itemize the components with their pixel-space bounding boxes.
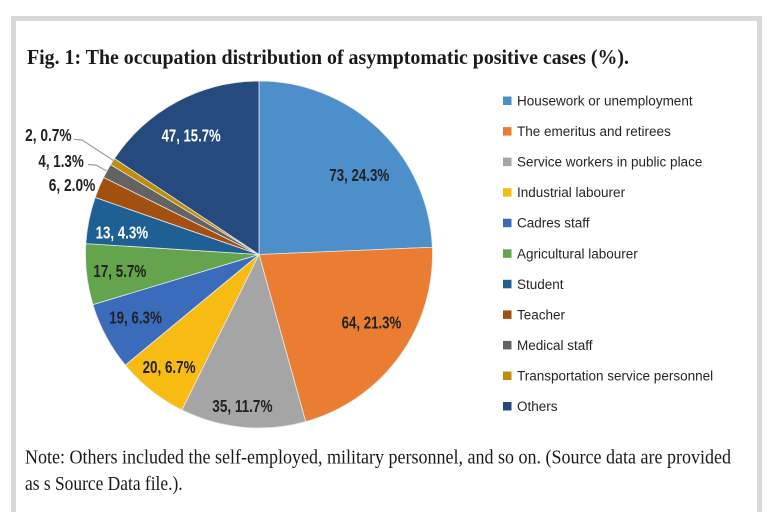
- svg-text:Medical staff: Medical staff: [517, 338, 593, 353]
- svg-text:Others: Others: [517, 399, 558, 414]
- svg-text:Fig. 1: The occupation distrib: Fig. 1: The occupation distribution of a…: [27, 45, 629, 69]
- svg-text:Note: Others included the self: Note: Others included the self-employed,…: [25, 447, 731, 469]
- svg-text:47, 15.7%: 47, 15.7%: [162, 126, 221, 146]
- svg-text:6, 2.0%: 6, 2.0%: [49, 175, 96, 195]
- svg-text:13, 4.3%: 13, 4.3%: [96, 223, 149, 243]
- svg-text:as s Source Data file.).: as s Source Data file.).: [25, 473, 183, 495]
- svg-text:64, 21.3%: 64, 21.3%: [342, 312, 402, 332]
- svg-text:35, 11.7%: 35, 11.7%: [212, 396, 273, 416]
- svg-text:Housework or unemployment: Housework or unemployment: [517, 94, 693, 109]
- svg-text:Industrial labourer: Industrial labourer: [517, 185, 626, 200]
- svg-text:73, 24.3%: 73, 24.3%: [329, 165, 389, 185]
- svg-text:Agricultural labourer: Agricultural labourer: [517, 246, 638, 261]
- svg-text:20, 6.7%: 20, 6.7%: [143, 357, 196, 377]
- svg-text:17, 5.7%: 17, 5.7%: [93, 261, 146, 281]
- svg-text:4, 1.3%: 4, 1.3%: [38, 151, 84, 171]
- svg-text:2, 0.7%: 2, 0.7%: [25, 125, 72, 145]
- svg-text:The emeritus and retirees: The emeritus and retirees: [517, 124, 671, 139]
- svg-text:Student: Student: [517, 277, 564, 292]
- svg-text:Teacher: Teacher: [517, 307, 566, 322]
- svg-text:Cadres staff: Cadres staff: [517, 216, 590, 231]
- svg-text:Service workers in public plac: Service workers in public place: [517, 155, 702, 170]
- svg-text:Transportation service personn: Transportation service personnel: [517, 369, 713, 384]
- svg-text:19, 6.3%: 19, 6.3%: [109, 308, 162, 328]
